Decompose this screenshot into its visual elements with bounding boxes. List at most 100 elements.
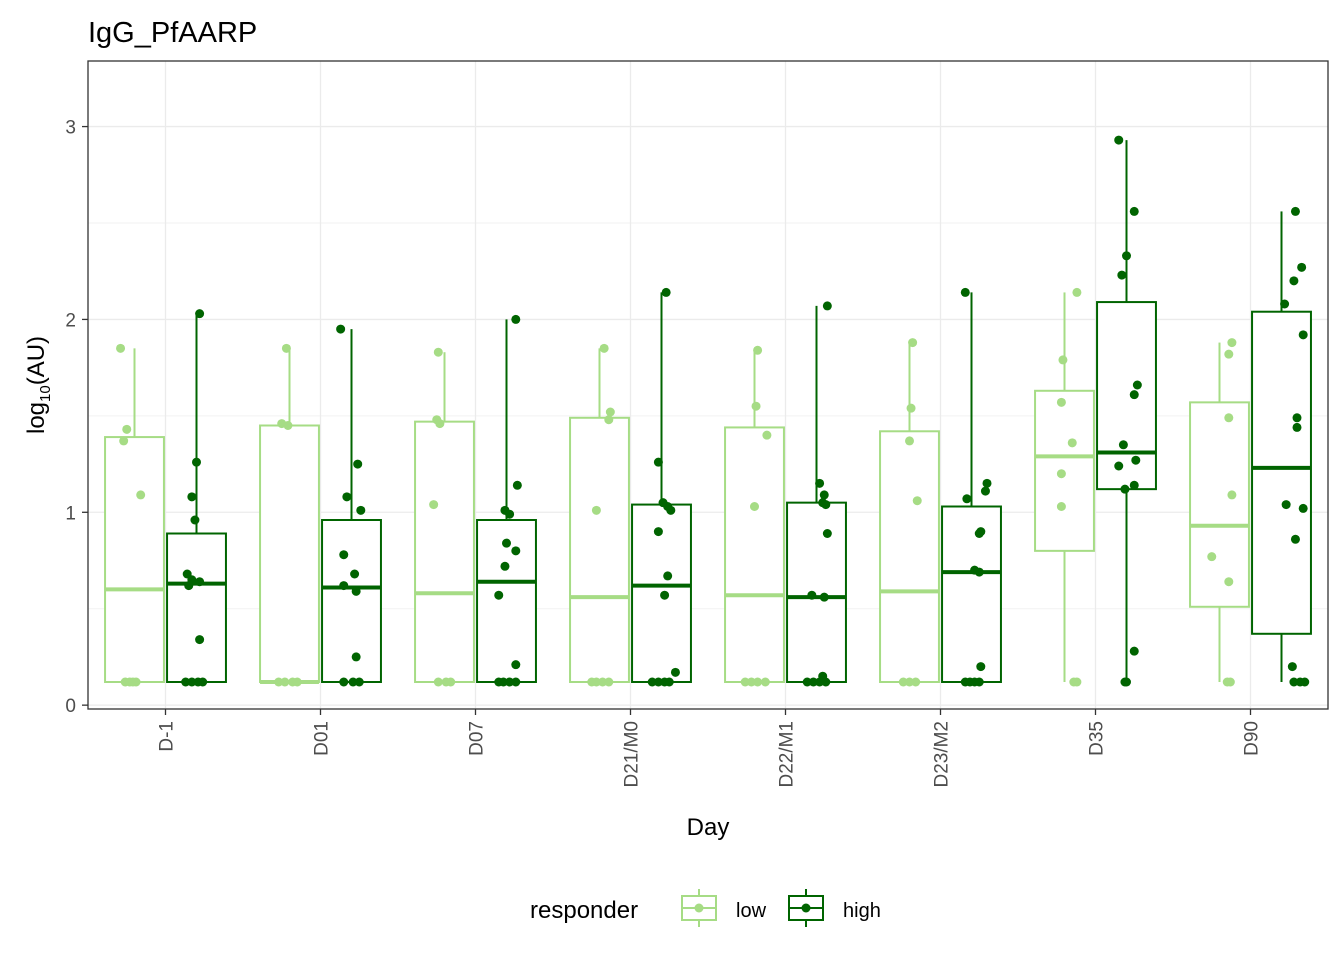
data-point-low [905,436,914,446]
data-point-low [599,343,609,353]
data-point-low [119,436,129,446]
box-body [104,436,165,684]
x-tick-label: D01 [312,721,333,756]
data-point-high [819,592,829,602]
data-point-high [1129,646,1139,656]
data-point-low [446,677,456,687]
data-point-high [960,287,970,297]
data-point-high [1289,677,1299,687]
data-point-high [1287,662,1297,672]
data-point-high [653,677,663,687]
x-tick-label: D-1 [157,721,178,752]
data-point-low [1056,469,1066,479]
data-point-high [1122,677,1131,687]
data-point-high [1129,480,1139,490]
data-point-low [116,343,126,353]
legend-label-low: low [736,900,767,922]
data-point-high [821,677,831,687]
x-tick-label: D35 [1087,721,1108,756]
box-high [1251,211,1312,682]
data-point-high [1117,270,1127,280]
data-point-high [1281,500,1291,510]
data-point-high [1297,262,1307,272]
box-body [786,501,847,683]
data-point-high [666,505,676,515]
data-point-high [187,492,197,502]
box-high [786,305,847,683]
data-point-high [187,677,197,687]
box-high [941,292,1002,683]
data-point-high [190,515,200,525]
data-point-high [974,677,984,687]
box-high [1096,140,1157,682]
data-point-low [906,403,916,413]
box-body [1251,310,1312,635]
data-point-low [128,677,138,687]
box-low [569,348,630,683]
data-point-high [339,550,349,560]
y-axis-label-subscript: 10 [37,385,54,402]
data-point-high [505,677,515,687]
data-point-low [604,677,614,687]
data-point-low [280,677,290,687]
grid-layer [88,61,1328,709]
axis-layer: 0 1 2 3 D-1 D01 D07 D21/M0 D22/M1 D23/M2 D35 D90 [65,118,1262,788]
box-high [476,319,537,683]
data-point-high [663,571,673,581]
data-point-high [350,569,360,579]
data-point-low [604,415,614,425]
data-point-high [1118,440,1128,450]
data-point-high [1114,135,1124,145]
data-point-high [822,301,832,311]
box-high [631,292,692,684]
data-point-high [1132,380,1142,390]
data-point-low [762,430,772,440]
box-body [941,505,1002,683]
data-point-low [753,677,763,687]
data-point-high [1114,461,1124,471]
data-point-high [351,652,361,662]
data-point-high [195,635,205,645]
data-point-high [660,590,670,600]
data-point-high [1129,206,1139,216]
data-point-low [292,677,302,687]
data-point-high [192,457,201,467]
data-point-low [136,490,146,500]
x-axis-label: Day [687,814,730,841]
data-point-low [283,421,293,430]
data-point-high [494,590,504,600]
data-point-low [1072,677,1082,687]
data-point-high [1289,276,1299,286]
data-point-low [1058,355,1068,365]
y-tick-label: 1 [65,503,76,524]
legend-label-high: high [843,900,881,922]
data-point-low [598,677,608,687]
data-point-high [511,660,521,670]
box-body [259,424,320,683]
data-point-high [664,677,674,687]
box-body [1096,301,1157,491]
data-point-low [1224,413,1234,423]
data-point-low [740,677,750,687]
data-point-low [753,345,763,355]
data-point-high [198,677,208,687]
box-body [569,416,630,683]
data-point-high [980,486,990,496]
data-point-low [912,496,922,506]
data-point-low [435,419,445,429]
x-tick-label: D90 [1242,721,1263,756]
y-tick-label: 3 [65,118,76,139]
data-point-high [342,492,352,502]
legend-key-low [681,889,717,927]
legend: responder low high [530,889,881,927]
x-tick-label: D07 [467,721,488,756]
box-layer [104,140,1312,684]
data-point-high [661,287,671,297]
data-point-low [591,677,601,687]
box-low [104,348,165,684]
legend-key-point [694,903,704,913]
y-tick-label: 2 [65,310,76,331]
data-point-high [184,581,194,591]
